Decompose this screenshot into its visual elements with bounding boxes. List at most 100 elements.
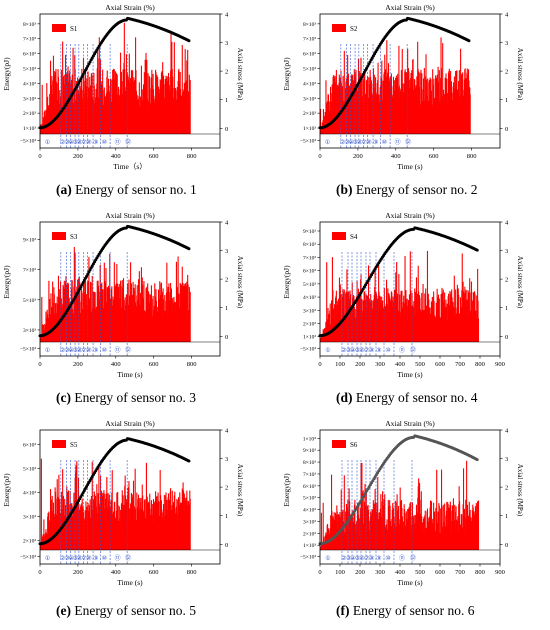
panel-a: Axial Strain (%) ① ② ③ ④ ⑤ ⑥ ⑦ ⑧ ⑨ ⑩ ⑪ ⑫ 0 200 400 600 80… [0,0,260,178]
x-ticks: 0 100 200 300 400 500 600 700 800 900 [318,356,505,368]
energy-bar [361,462,363,550]
energy-bar [409,503,411,550]
x-tick-label: 800 [475,569,485,576]
energy-bar [472,507,474,550]
stage-label: ⑦ [362,139,367,146]
y-tick-label: 5×10³ [303,496,316,502]
plot-frame [39,221,221,357]
energy-bar [477,500,480,550]
y2-tick-label: 4 [505,220,509,227]
x-tick-label: 200 [73,361,83,368]
energy-bar [172,76,174,134]
energy-bar [189,498,191,550]
energy-bar [329,303,331,342]
energy-bar [474,506,476,550]
energy-bar [88,257,90,342]
y2-tick-label: 4 [505,428,509,435]
y2-tick-label: 0 [225,334,228,341]
x-tick-label: 600 [149,569,159,576]
caption-a: (a) Energy of sensor no. 1 [56,182,197,198]
stage-label: ⑤ [353,139,358,146]
stress-point [467,39,471,43]
stage-label: ⑪ [399,554,405,562]
x-tick-label: 200 [73,153,83,160]
stage-label: ③ [65,555,70,562]
y-tick-label: 3×10³ [303,96,316,102]
energy-bar [326,262,328,342]
stage-label: ⑪ [115,346,121,354]
stage-label: ② [60,139,65,146]
stage-label: ⑫ [125,554,131,562]
x-tick-label: 100 [335,361,345,368]
caption-c-text: Energy of sensor no. 3 [74,390,196,405]
stage-label: ⑩ [385,555,390,562]
stage-label: ⑩ [102,555,107,562]
energy-bar [470,517,472,550]
stage-label: ② [341,555,346,562]
y2-ticks: 0 1 2 3 4 [220,428,229,549]
legend-swatch [52,440,66,448]
stage-label: ③ [345,139,350,146]
y-tick-label: 2×10³ [23,538,36,544]
stage-label: ⑫ [125,346,131,354]
y-axis-title: Energy(pJ) [282,57,291,91]
energy-bar [325,80,327,134]
energy-bar [363,75,365,134]
stage-label: ④ [351,555,356,562]
energy-bar [334,512,337,550]
legend-swatch [332,232,346,240]
legend-label: S6 [350,441,358,449]
x-tick-label: 200 [73,569,83,576]
y2-tick-label: 3 [225,248,228,255]
legend: S6 [332,440,358,449]
energy-bar [419,482,421,550]
chart-svg: Axial Strain (%)① ② ③ ④ ⑤ ⑥ ⑦ ⑧ ⑨ ⑩ ⑪ ⑫0 100 200 300 40… [282,419,524,587]
y-tick-label: 1×10³ [23,126,36,132]
energy-bar [442,43,444,134]
y-tick-label: 6×10³ [23,442,36,448]
energy-bar [362,490,364,550]
y-tick-label: 9×10³ [303,229,316,235]
energy-bar [430,501,432,550]
energy-bar [459,501,461,550]
plot-frame [39,429,221,565]
energy-bar [189,79,191,134]
y2-tick-label: 2 [225,277,228,284]
energy-bar [474,514,476,550]
energy-bar [399,487,401,550]
energy-bar [438,505,440,550]
y-ticks: −5×10³ 1×10³ 2×10³ 3×10³ 4×10³ 5×10³ 6×10³ 7×10… [300,22,320,144]
stage-label: ⑩ [385,347,390,354]
energy-bar [381,516,383,550]
x-tick-label: 900 [495,361,505,368]
energy-bar [466,504,469,550]
caption-f: (f) Energy of sensor no. 6 [336,603,474,619]
stage-label: ⑤ [355,555,360,562]
energy-bar [464,517,466,550]
energy-bar [358,71,360,134]
x-ticks: 0 200 400 600 800 [318,148,476,160]
y-ticks: −5×10³ 1×10³ 2×10³ 3×10³ 4×10³ 5×10³ 6×10³ 7×10… [20,22,40,144]
stage-label: ⑨ [373,139,378,146]
energy-bar [401,48,403,134]
x-ticks: 0 200 400 600 800 [38,148,196,160]
y2-tick-label: 1 [225,513,228,520]
energy-bar [372,68,375,134]
energy-bar [186,60,188,135]
energy-bar [181,45,183,135]
top-axis-title: Axial Strain (%) [385,419,435,428]
y2-tick-label: 3 [505,40,508,47]
stage-label: ⑧ [369,347,374,354]
y-tick-label: 3×10³ [23,96,36,102]
x-tick-label: 100 [335,569,345,576]
x-axis-title: Time（s） [113,162,146,171]
x-tick-label: 0 [318,569,321,576]
energy-bar [394,500,396,550]
energy-bar [128,481,130,550]
x-tick-label: 800 [467,153,477,160]
y-ticks: −5×10³ 3×10³ 5×10³ 7×10³ 9×10³ [20,237,40,352]
y2-tick-label: 2 [225,485,228,492]
